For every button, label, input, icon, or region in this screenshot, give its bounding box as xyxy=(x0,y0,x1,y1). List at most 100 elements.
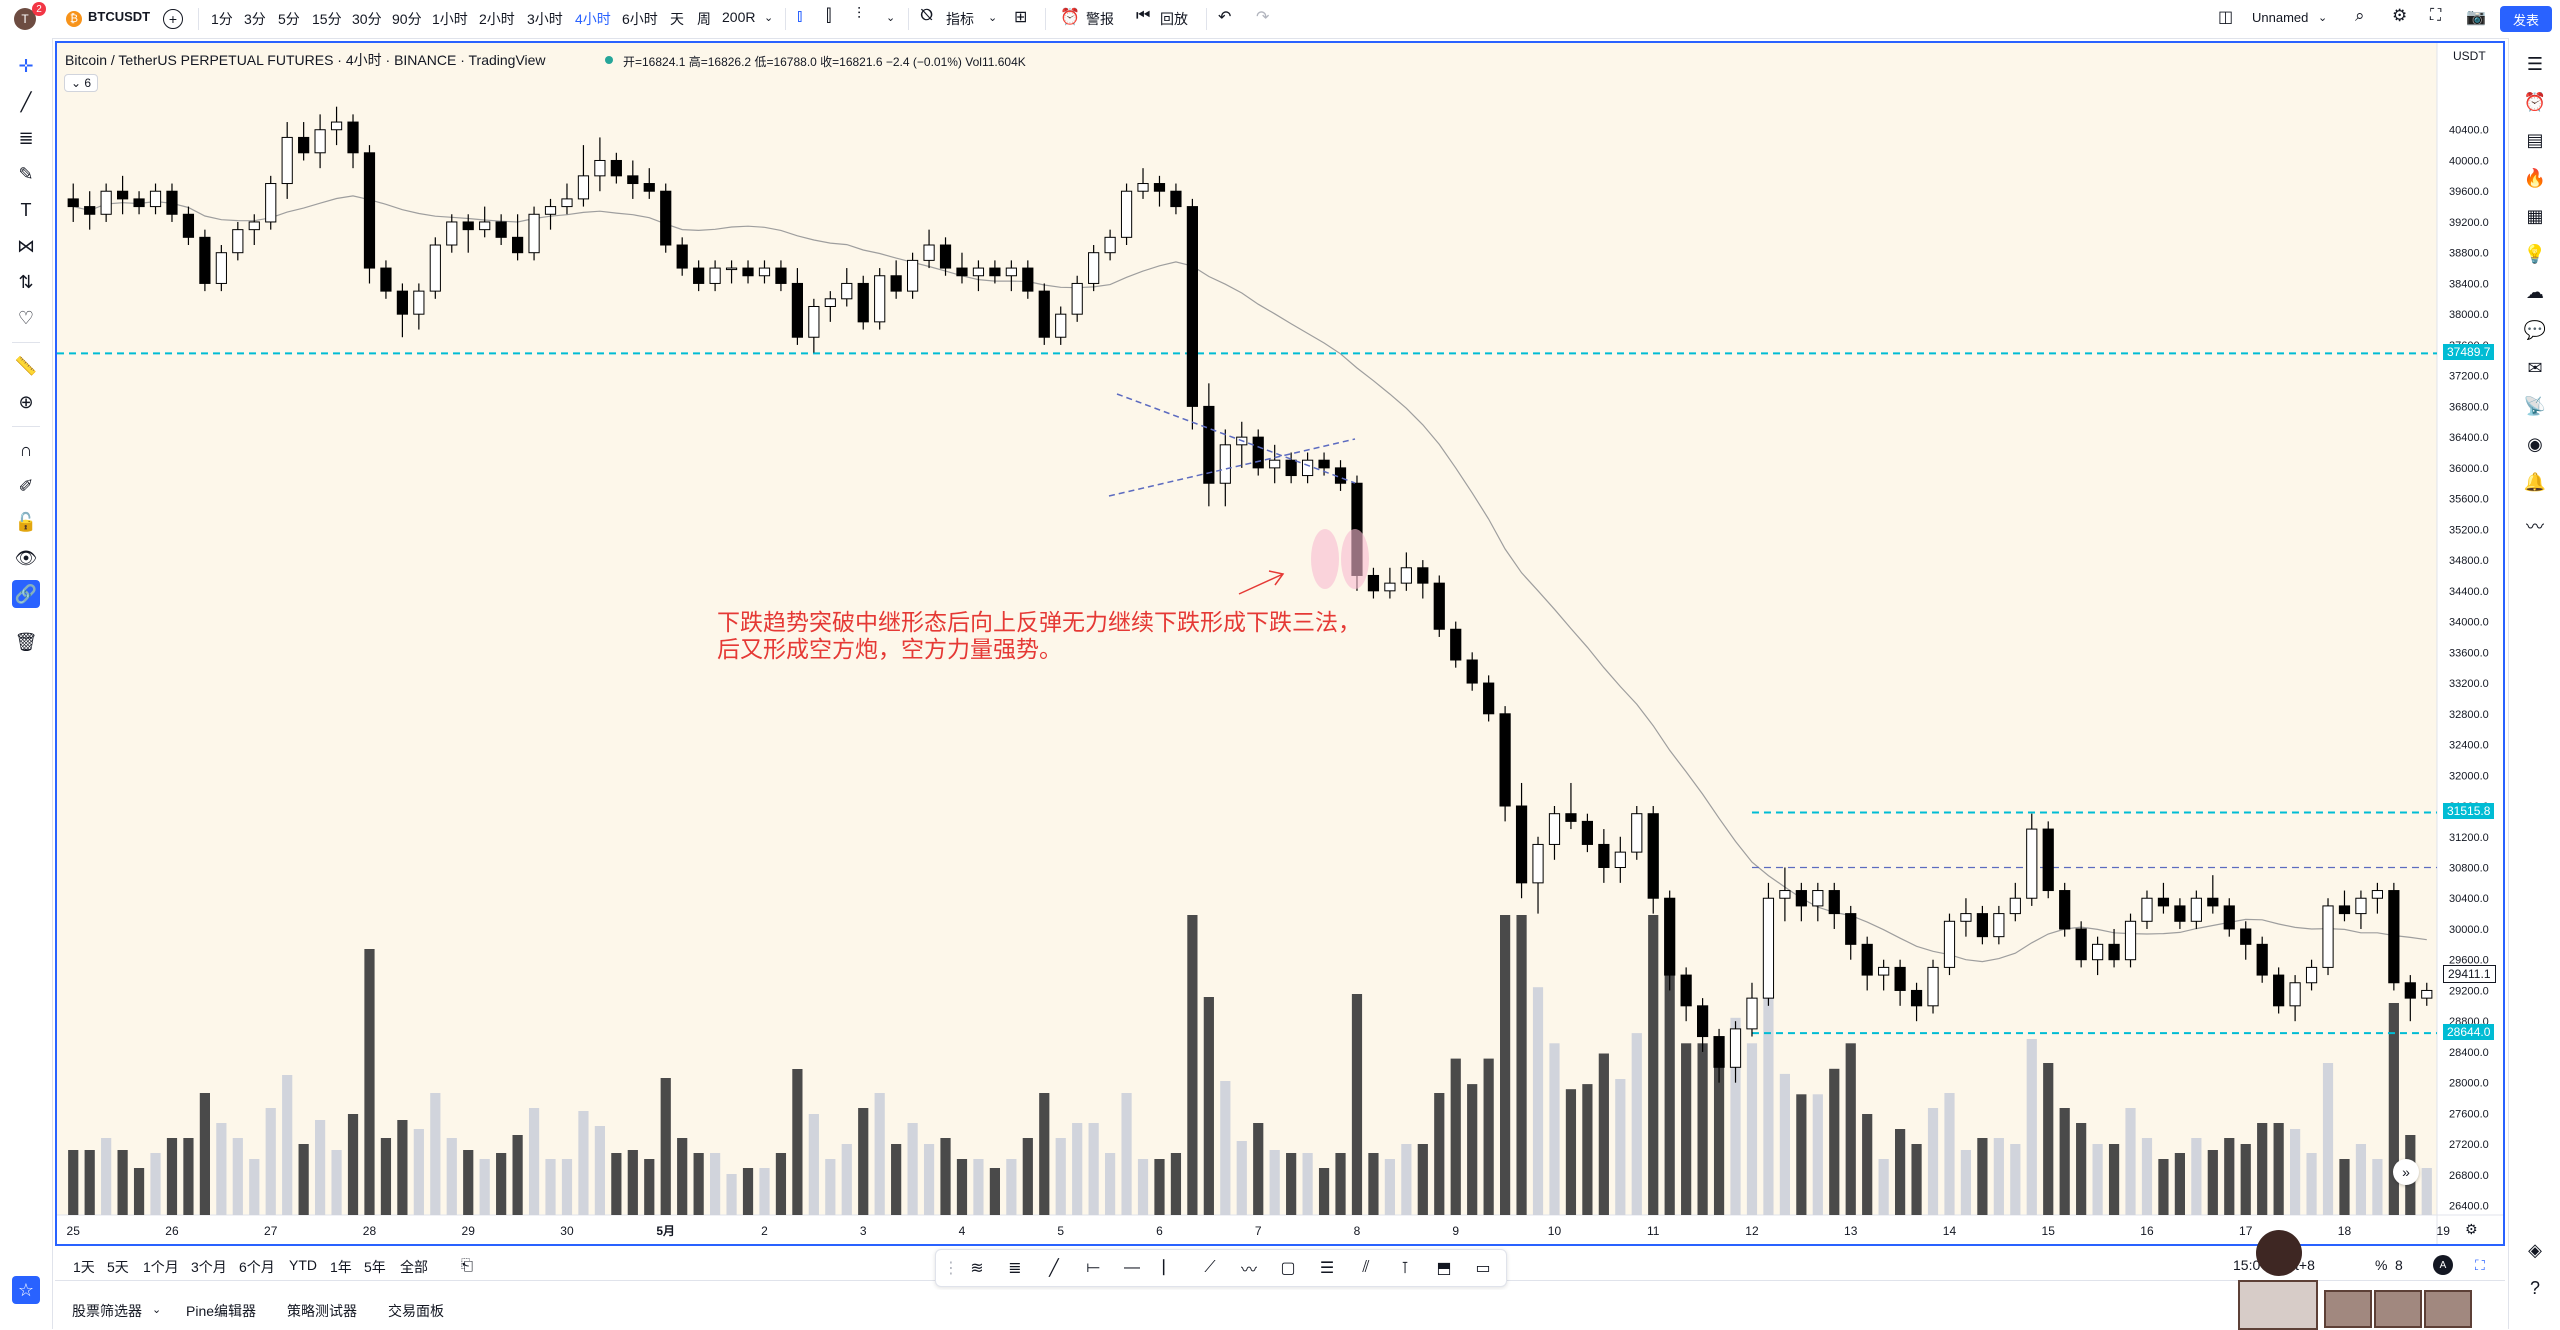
signals-icon[interactable]: 📡 xyxy=(2523,395,2547,416)
interval-week[interactable]: 周 xyxy=(697,11,711,27)
candle-body[interactable] xyxy=(2174,905,2186,922)
candle-body[interactable] xyxy=(1746,997,1758,1030)
snapshot-icon[interactable]: 📷 xyxy=(2466,9,2486,26)
candle-body[interactable] xyxy=(1400,567,1412,584)
star-icon[interactable]: ☆ xyxy=(12,1276,40,1304)
candle-body[interactable] xyxy=(2355,897,2367,915)
messages-icon[interactable]: ✉ xyxy=(2527,357,2543,378)
candle-body[interactable] xyxy=(544,206,557,215)
symbol-search[interactable]: BTCUSDT xyxy=(88,9,151,24)
range-all[interactable]: 全部 xyxy=(400,1259,428,1275)
candle-body[interactable] xyxy=(363,152,376,269)
candle-body[interactable] xyxy=(1071,282,1083,315)
candle-body[interactable] xyxy=(380,267,392,292)
candle-body[interactable] xyxy=(1219,444,1231,484)
candle-body[interactable] xyxy=(841,282,853,300)
candle-body[interactable] xyxy=(923,244,935,261)
candle-body[interactable] xyxy=(1960,913,1972,922)
candle-body[interactable] xyxy=(2338,905,2351,915)
candle-body[interactable] xyxy=(1055,313,1067,338)
candle-body[interactable] xyxy=(199,236,211,284)
horizontal-ray-icon[interactable]: ⟝ xyxy=(1086,1259,1100,1276)
candle-body[interactable] xyxy=(561,198,573,208)
candle-body[interactable] xyxy=(1845,913,1857,945)
candle-body[interactable] xyxy=(462,221,474,231)
tab-trading-panel[interactable]: 交易面板 xyxy=(388,1303,444,1319)
trend-line-icon[interactable]: ╱ xyxy=(1049,1260,1059,1277)
range-1d[interactable]: 1天 xyxy=(73,1259,95,1275)
layout-dropdown-icon[interactable]: ⌄ xyxy=(2318,12,2328,24)
price-tag-range-bottom[interactable]: 28644.0 xyxy=(2443,1024,2495,1041)
candle-body[interactable] xyxy=(1614,851,1626,868)
candle-type-icon[interactable]: ⫾ xyxy=(797,6,803,25)
trendline-icon[interactable]: ╱ xyxy=(20,91,32,112)
candle-body[interactable] xyxy=(2059,890,2071,930)
time-display[interactable]: 15:0 xyxy=(2233,1257,2261,1273)
candle-body[interactable] xyxy=(1104,236,1116,254)
interval-3h[interactable]: 3小时 xyxy=(527,11,563,27)
vertical-line-icon[interactable]: ⎸ xyxy=(1162,1259,1179,1276)
interval-6h[interactable]: 6小时 xyxy=(622,11,658,27)
magnet-icon[interactable]: ∩ xyxy=(19,439,33,460)
publish-button[interactable]: 发表 xyxy=(2500,6,2552,32)
calendar-icon[interactable]: ▦ xyxy=(2526,205,2544,226)
candle-body[interactable] xyxy=(1203,405,1215,484)
link-icon[interactable]: 🔗 xyxy=(12,580,40,608)
candle-body[interactable] xyxy=(1762,897,1775,999)
candle-body[interactable] xyxy=(2026,828,2038,899)
candle-body[interactable] xyxy=(890,275,902,292)
alert-button[interactable]: 警报 xyxy=(1086,11,1114,27)
candle-body[interactable] xyxy=(248,221,260,231)
candle-body[interactable] xyxy=(725,267,738,271)
percent-toggle[interactable]: % xyxy=(2375,1257,2388,1273)
interval-90m[interactable]: 90分 xyxy=(392,11,422,27)
candle-body[interactable] xyxy=(1581,820,1593,845)
candle-body[interactable] xyxy=(791,282,803,338)
heart-icon[interactable]: ♡ xyxy=(17,307,35,328)
bell-icon[interactable]: 🔔 xyxy=(2523,471,2547,492)
candle-body[interactable] xyxy=(1499,713,1511,807)
candle-body[interactable] xyxy=(2075,928,2087,961)
candle-body[interactable] xyxy=(1417,567,1429,584)
candle-body[interactable] xyxy=(857,282,869,323)
candle-body[interactable] xyxy=(396,290,408,315)
comment-icon[interactable]: ▭ xyxy=(1475,1260,1491,1277)
candle-body[interactable] xyxy=(528,213,540,254)
candle-body[interactable] xyxy=(215,252,227,284)
candle-body[interactable] xyxy=(627,175,639,185)
auto-scale-icon[interactable]: A xyxy=(2433,1255,2453,1275)
candle-body[interactable] xyxy=(1450,628,1462,661)
callout-icon[interactable]: ⬒ xyxy=(1436,1260,1452,1277)
candle-body[interactable] xyxy=(2388,890,2400,984)
candle-body[interactable] xyxy=(1779,890,1791,899)
price-tag-resistance[interactable]: 37489.7 xyxy=(2443,344,2495,361)
help-icon[interactable]: ? xyxy=(2529,1277,2540,1298)
candle-body[interactable] xyxy=(1367,574,1380,592)
interval-4h[interactable]: 4小时 xyxy=(575,11,611,27)
candle-body[interactable] xyxy=(939,244,952,269)
templates-icon[interactable]: ⊞ xyxy=(1014,9,1028,26)
candle-body[interactable] xyxy=(660,190,672,246)
candle-body[interactable] xyxy=(610,159,622,177)
settings-icon[interactable]: ⚙ xyxy=(2392,6,2408,25)
candle-body[interactable] xyxy=(1976,913,1988,938)
candle-body[interactable] xyxy=(824,298,836,307)
layout-name[interactable]: Unnamed xyxy=(2252,10,2309,25)
candle-body[interactable] xyxy=(149,190,162,208)
candle-body[interactable] xyxy=(1186,206,1198,407)
replay-button[interactable]: 回放 xyxy=(1160,11,1188,27)
candle-body[interactable] xyxy=(298,136,310,154)
range-5d[interactable]: 5天 xyxy=(107,1259,129,1275)
candle-body[interactable] xyxy=(330,121,343,131)
hotlist-icon[interactable]: 🔥 xyxy=(2523,167,2547,188)
candle-body[interactable] xyxy=(1318,459,1330,469)
candle-body[interactable] xyxy=(67,198,79,208)
zoom-icon[interactable]: ⊕ xyxy=(18,391,34,412)
drag-handle-icon[interactable]: ⋮ xyxy=(943,1260,959,1277)
candle-body[interactable] xyxy=(2223,905,2235,930)
ideas-icon[interactable]: 💡 xyxy=(2523,243,2547,264)
parallel-channel-icon[interactable]: ≋ xyxy=(970,1260,984,1277)
candle-body[interactable] xyxy=(1664,897,1676,976)
candle-body[interactable] xyxy=(1005,267,1017,277)
candle-body[interactable] xyxy=(989,267,1001,277)
